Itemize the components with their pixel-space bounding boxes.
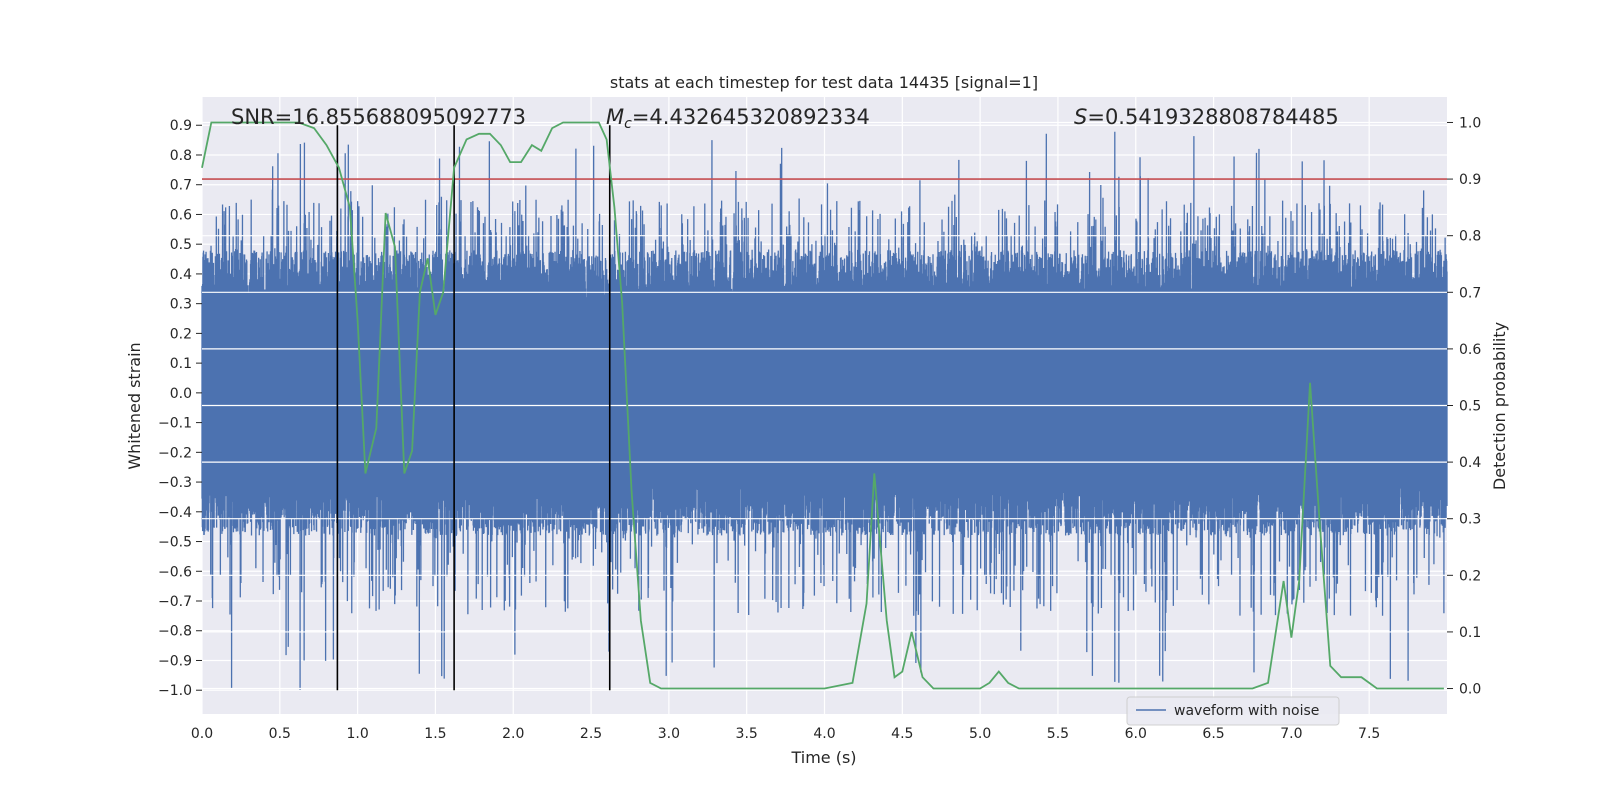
x-tick-label: 7.5 [1358,726,1380,742]
y-right-tick-label: 1.0 [1459,115,1481,131]
y-left-tick-label: −0.9 [158,653,192,669]
y-right-tick-label: 0.6 [1459,342,1481,358]
x-tick-label: 6.0 [1125,726,1147,742]
x-axis-title: Time (s) [790,748,856,767]
chirp-mass-value: =4.432645320892334 [632,105,870,129]
y-right-tick-label: 0.1 [1459,625,1481,641]
y-right-axis-title: Detection probability [1490,322,1509,490]
x-tick-label: 0.5 [269,726,291,742]
x-tick-label: 5.5 [1047,726,1069,742]
chirp-mass-subscript: c [624,116,632,132]
legend-label-waveform: waveform with noise [1174,703,1319,719]
y-left-tick-label: 0.3 [170,297,192,313]
x-tick-label: 6.5 [1202,726,1224,742]
y-left-tick-label: 0.2 [170,326,192,342]
y-left-tick-label: 0.6 [170,207,192,223]
y-right-tick-label: 0.8 [1459,229,1481,245]
y-left-tick-label: 0.4 [170,267,192,283]
x-tick-label: 5.0 [969,726,991,742]
x-tick-label: 1.5 [424,726,446,742]
x-tick-label: 2.0 [502,726,524,742]
y-right-tick-label: 0.3 [1459,512,1481,528]
y-left-tick-label: 0.8 [170,148,192,164]
x-axis-ticks: 0.0 0.5 1.0 1.5 2.0 2.5 3.0 3.5 4.0 4.5 5.0 5.5 6.0 6… [191,726,1380,742]
x-tick-label: 1.0 [346,726,368,742]
x-tick-label: 2.5 [580,726,602,742]
s-annotation: S=0.5419328808784485 [1074,105,1339,129]
x-tick-label: 0.0 [191,726,213,742]
y-left-tick-label: 0.0 [170,386,192,402]
y-left-tick-label: −0.2 [158,445,192,461]
x-tick-label: 4.0 [813,726,835,742]
x-tick-label: 3.0 [658,726,680,742]
x-tick-label: 3.5 [736,726,758,742]
y-left-axis-title: Whitened strain [125,342,144,469]
detection-probability-series [201,121,1444,690]
s-value: =0.5419328808784485 [1087,105,1338,129]
y-right-tick-label: 0.4 [1459,455,1481,471]
waveform-series [201,131,1448,690]
legend: waveform with noise [1126,696,1340,726]
y-left-tick-label: −0.6 [158,564,192,580]
y-right-axis-ticks: 1.0 0.9 0.8 0.7 0.6 0.5 0.4 0.3 0.2 0.1 0.0 [1447,115,1481,698]
legend-box [1126,696,1340,726]
y-right-tick-label: 0.7 [1459,285,1481,301]
y-right-tick-label: 0.2 [1459,568,1481,584]
y-right-tick-label: 0.0 [1459,682,1481,698]
chart-title: stats at each timestep for test data 144… [610,73,1038,92]
snr-annotation: SNR=16.855688095092773 [231,105,526,129]
y-left-tick-label: 0.1 [170,356,192,372]
detection-probability-line [201,121,1444,690]
y-left-tick-label: −0.7 [158,594,192,610]
y-right-tick-label: 0.5 [1459,399,1481,415]
x-tick-label: 7.0 [1280,726,1302,742]
x-tick-label: 4.5 [891,726,913,742]
y-right-tick-label: 0.9 [1459,172,1481,188]
y-left-tick-label: 0.5 [170,237,192,253]
y-left-tick-label: −1.0 [158,683,192,699]
chirp-mass-annotation: Mc=4.432645320892334 [606,105,870,132]
y-left-tick-label: 0.9 [170,118,192,134]
y-left-axis-ticks: 0.9 0.8 0.7 0.6 0.5 0.4 0.3 0.2 0.1 0.0 −0.1 −0.2 −0… [158,118,202,699]
chirp-mass-symbol: M [606,105,624,129]
y-left-tick-label: −0.1 [158,416,192,432]
s-symbol: S [1074,105,1087,129]
y-left-tick-label: −0.4 [158,505,192,521]
y-left-tick-label: −0.8 [158,624,192,640]
y-left-tick-label: −0.5 [158,535,192,551]
waveform-line [201,131,1448,690]
y-left-tick-label: 0.7 [170,178,192,194]
y-left-tick-label: −0.3 [158,475,192,491]
